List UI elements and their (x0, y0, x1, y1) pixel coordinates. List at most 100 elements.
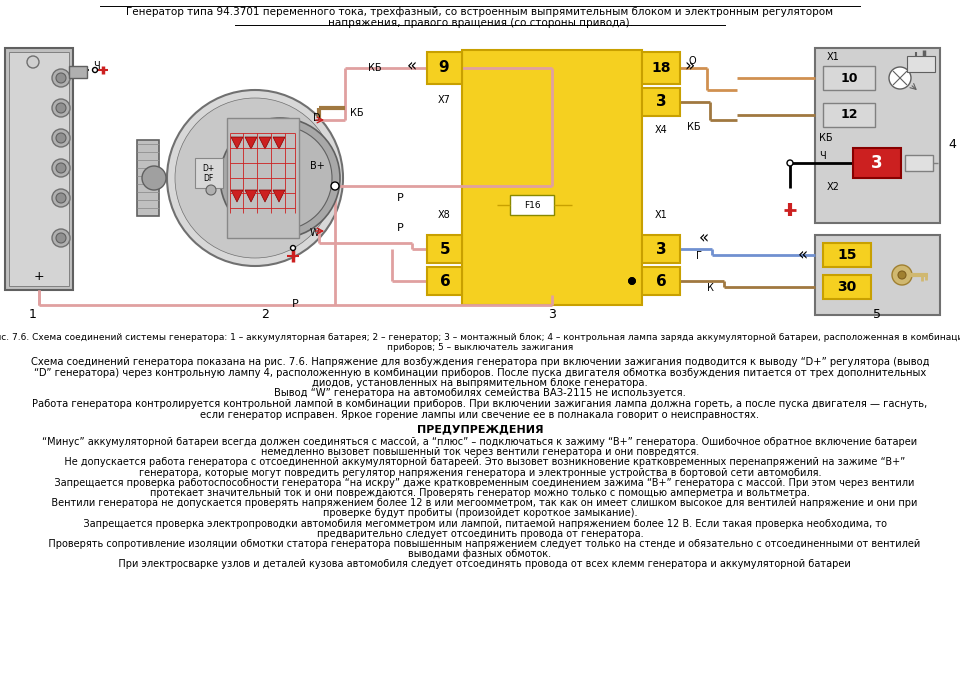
Polygon shape (245, 137, 257, 149)
Bar (510, 195, 554, 215)
Text: X2: X2 (827, 182, 840, 192)
Polygon shape (259, 190, 271, 202)
Circle shape (629, 277, 636, 284)
Text: Проверять сопротивление изоляции обмотки статора генератора повышенным напряжени: Проверять сопротивление изоляции обмотки… (39, 539, 921, 549)
Text: F16: F16 (524, 202, 540, 211)
Text: 9: 9 (439, 61, 449, 76)
Bar (69, 66, 87, 78)
Circle shape (331, 182, 339, 190)
Circle shape (56, 73, 66, 83)
Circle shape (892, 265, 912, 285)
Text: Схема соединений генератора показана на рис. 7.6. Напряжение для возбуждения ген: Схема соединений генератора показана на … (31, 357, 929, 367)
Polygon shape (231, 137, 243, 149)
Text: КБ: КБ (350, 108, 364, 118)
Bar (907, 56, 935, 72)
Circle shape (787, 160, 793, 166)
Text: X1: X1 (655, 210, 667, 220)
Circle shape (52, 229, 70, 247)
Text: B+: B+ (310, 161, 324, 171)
Text: 5: 5 (873, 308, 881, 321)
Text: КБ: КБ (369, 63, 382, 73)
Bar (427, 267, 462, 295)
Text: P: P (292, 299, 299, 309)
Circle shape (56, 103, 66, 113)
Bar (227, 118, 299, 238)
Bar (642, 88, 680, 116)
Text: «: « (798, 246, 808, 264)
Text: 6: 6 (440, 273, 450, 288)
Text: X8: X8 (438, 210, 450, 220)
Circle shape (228, 126, 332, 230)
Bar (137, 140, 159, 216)
Text: 3: 3 (656, 95, 666, 109)
Text: Вентили генератора не допускается проверять напряжением более 12 в или мегооммет: Вентили генератора не допускается провер… (42, 498, 918, 508)
Circle shape (220, 118, 340, 238)
Text: 30: 30 (837, 280, 856, 294)
Text: Работа генератора контролируется контрольной лампой в комбинации приборов. При в: Работа генератора контролируется контрол… (33, 399, 927, 409)
Text: D: D (313, 113, 321, 123)
Text: 6: 6 (656, 273, 666, 288)
Text: X7: X7 (438, 95, 450, 105)
Text: если генератор исправен. Яркое горение лампы или свечение ее в полнакала говорит: если генератор исправен. Яркое горение л… (201, 410, 759, 419)
Polygon shape (273, 190, 285, 202)
Bar (642, 235, 680, 263)
Circle shape (56, 233, 66, 243)
Circle shape (206, 185, 216, 195)
Circle shape (889, 67, 911, 89)
Text: выводами фазных обмоток.: выводами фазных обмоток. (408, 549, 552, 559)
Circle shape (291, 246, 296, 250)
Circle shape (52, 99, 70, 117)
Bar (195, 158, 223, 188)
Text: Г: Г (696, 251, 702, 261)
Bar (905, 155, 933, 171)
Text: Вывод “W” генератора на автомобилях семейства ВАЗ-2115 не используется.: Вывод “W” генератора на автомобилях семе… (274, 389, 686, 398)
Bar (427, 52, 462, 84)
Bar (815, 48, 940, 223)
Polygon shape (259, 137, 271, 149)
Bar (9, 52, 69, 286)
Text: О: О (688, 56, 696, 66)
Text: Рис. 7.6. Схема соединений системы генератора: 1 – аккумуляторная батарея; 2 – г: Рис. 7.6. Схема соединений системы генер… (0, 333, 960, 342)
Text: КБ: КБ (819, 133, 832, 143)
Text: 10: 10 (840, 72, 857, 84)
Circle shape (52, 159, 70, 177)
Text: «: « (699, 229, 709, 247)
Text: генератора, которые могут повредить регулятор напряжения генератора и электронны: генератора, которые могут повредить регу… (139, 468, 821, 478)
Text: 5: 5 (440, 242, 450, 256)
Text: DF: DF (203, 174, 213, 183)
Text: X4: X4 (655, 125, 667, 135)
Text: »: » (684, 57, 695, 75)
Text: D+: D+ (202, 164, 214, 173)
Text: Ч: Ч (819, 151, 826, 161)
Circle shape (92, 68, 98, 72)
Text: приборов; 5 – выключатель зажигания: приборов; 5 – выключатель зажигания (387, 343, 573, 352)
Text: “D” генератора) через контрольную лампу 4, расположенную в комбинации приборов. : “D” генератора) через контрольную лампу … (34, 367, 926, 377)
Text: W: W (310, 228, 320, 238)
Bar (642, 267, 680, 295)
Circle shape (52, 69, 70, 87)
Text: немедленно вызовет повышенный ток через вентили генератора и они повредятся.: немедленно вызовет повышенный ток через … (261, 448, 699, 457)
Text: 2: 2 (261, 308, 269, 321)
Text: Не допускается работа генератора с отсоединенной аккумуляторной батареей. Это вы: Не допускается работа генератора с отсое… (55, 458, 905, 467)
Text: 15: 15 (837, 248, 856, 262)
Text: проверке будут пробиты (произойдет короткое замыкание).: проверке будут пробиты (произойдет корот… (323, 508, 637, 518)
Text: Запрещается проверка работоспособности генератора “на искру” даже кратковременны: Запрещается проверка работоспособности г… (45, 478, 915, 488)
Circle shape (56, 193, 66, 203)
Bar (823, 275, 871, 299)
Polygon shape (273, 137, 285, 149)
Text: 18: 18 (651, 61, 671, 75)
Circle shape (167, 90, 343, 266)
Circle shape (52, 129, 70, 147)
Bar (823, 66, 875, 90)
Bar (823, 103, 875, 127)
Circle shape (27, 56, 39, 68)
Circle shape (142, 166, 166, 190)
Circle shape (56, 133, 66, 143)
Bar (853, 148, 901, 178)
Bar (462, 50, 642, 305)
Bar (5, 48, 73, 290)
Text: Ч: Ч (93, 61, 100, 71)
Circle shape (629, 277, 636, 284)
Text: 4: 4 (948, 138, 956, 151)
Polygon shape (245, 190, 257, 202)
